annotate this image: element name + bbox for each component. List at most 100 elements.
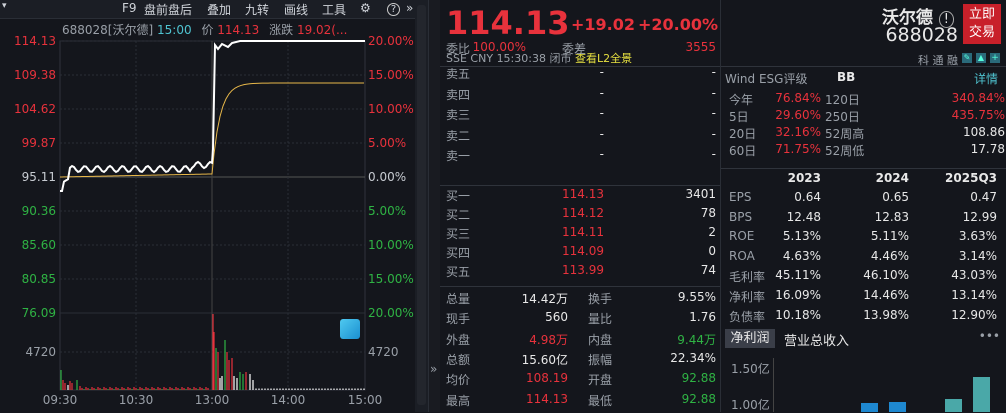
ratio-value: 100.00% — [472, 40, 526, 54]
stat-row: 现手 560 量比 1.76 — [446, 310, 716, 327]
stock-info-panel: 沃尔德 ! 688028 科 通 融 ✎ ▲ + 立即交易 Wind ESG评级… — [720, 0, 1006, 412]
stat-row: 总额 15.60亿 振幅 22.34% — [446, 351, 716, 368]
stat-label: 最低 — [588, 393, 613, 408]
stat-row: 总量 14.42万 换手 9.55% — [446, 290, 716, 307]
price-change: +19.02 — [571, 15, 636, 34]
info-icon[interactable]: ! — [938, 11, 954, 28]
bid-row[interactable]: 买四 114.09 0 — [446, 244, 716, 261]
volume-tick: 4720 — [368, 345, 399, 359]
l2-link[interactable]: 查看L2全景 — [574, 52, 633, 65]
toolbar-premarket[interactable]: 盘前盘后 — [144, 3, 193, 17]
tab-revenue[interactable]: 营业总收入 — [784, 334, 850, 349]
stat-value: 560 — [545, 310, 568, 325]
chart-canvas[interactable]: 114.13 20.00% 109.38 15.00% 104.62 10.00% 99.8… — [0, 19, 415, 412]
ask-row[interactable]: 卖二 - - — [446, 127, 716, 144]
exchange: SSE — [446, 52, 467, 65]
bid-volume: 74 — [700, 263, 716, 277]
ask-price: - — [599, 106, 604, 120]
label: 买四 — [446, 246, 471, 260]
tab-net-profit[interactable]: 净利润 — [725, 329, 775, 348]
fin-row: ROE 5.13% 5.11% 3.63% — [729, 229, 1005, 246]
quote-panel: 114.13 +19.02 +20.00% SSE CNY 15:30:38 闭… — [440, 0, 720, 412]
metric-value: 5.13% — [782, 229, 821, 244]
period-label: 今年 — [729, 93, 754, 107]
average-price-line — [59, 82, 364, 178]
volume-tick: 4720 — [25, 345, 56, 359]
stat-label: 振幅 — [588, 352, 613, 367]
bid-row[interactable]: 买一 114.13 3401 — [446, 187, 716, 204]
pct-tick: 0.00% — [368, 170, 406, 184]
esg-detail-link[interactable]: 详情 — [973, 72, 998, 86]
stock-code: 688028 — [885, 24, 958, 46]
trade-now-button[interactable]: 立即交易 — [963, 4, 1001, 44]
label: 卖四 — [446, 87, 471, 102]
metric-value: 12.90% — [951, 307, 997, 322]
metric-value: 13.14% — [951, 288, 997, 302]
bid-row[interactable]: 买三 114.11 2 — [446, 225, 716, 242]
bell-icon[interactable]: ▲ — [976, 53, 986, 63]
metric-value: 5.11% — [870, 229, 909, 244]
metric-label: EPS — [729, 190, 752, 204]
pct-tick: 5.00% — [368, 204, 406, 218]
return-row: 5日 29.60% 250日 435.75% — [729, 108, 1005, 125]
label: 买五 — [446, 265, 471, 279]
stat-label: 量比 — [588, 312, 613, 327]
price-tick: 104.62 — [14, 102, 56, 116]
stat-label: 总额 — [446, 352, 471, 367]
floating-widget-icon[interactable] — [340, 319, 360, 339]
quote-meta: SSE CNY 15:30:38 闭市 查看L2全景 — [446, 50, 632, 66]
return-row: 今年 76.84% 120日 340.84% — [729, 91, 1005, 108]
stat-value: 108.19 — [526, 371, 568, 386]
stat-value: 92.88 — [681, 371, 716, 386]
question-icon[interactable]: ? — [387, 3, 400, 16]
stat-label: 最高 — [446, 393, 471, 408]
period-return: 71.75% — [775, 142, 821, 156]
bid-volume: 0 — [708, 244, 716, 258]
label: 买一 — [446, 189, 471, 203]
metric-value: 46.10% — [863, 268, 909, 283]
edit-icon[interactable]: ✎ — [962, 53, 972, 63]
ask-row[interactable]: 卖四 - - — [446, 86, 716, 103]
stat-value: 14.42万 — [521, 292, 568, 306]
y-tick: 1.00亿 — [731, 398, 770, 412]
mini-bar — [889, 402, 906, 412]
more-icon[interactable]: ••• — [978, 329, 1000, 343]
tag-connect: 通 — [932, 54, 944, 67]
esg-rating: BB — [837, 70, 856, 84]
metric-value: 4.46% — [870, 248, 909, 263]
metric-value: 10.18% — [775, 307, 821, 322]
time-tick: 13:00 — [195, 393, 230, 407]
chart-toolbar: ▾ F9 盘前盘后 叠加 九转 画线 工具 ⚙ ? » — [0, 0, 420, 19]
mini-bar — [945, 399, 962, 412]
bid-volume: 78 — [700, 206, 716, 220]
plus-icon[interactable]: + — [990, 53, 1000, 63]
metric-value: 3.63% — [958, 229, 997, 244]
ask-row[interactable]: 卖一 - - — [446, 147, 716, 164]
double-chevron-right-icon[interactable]: » — [430, 362, 438, 376]
intraday-chart[interactable]: 114.13 20.00% 109.38 15.00% 104.62 10.00% 99.8… — [0, 19, 415, 412]
menu-dropdown-icon[interactable]: ▾ — [2, 1, 7, 11]
toolbar-overlay[interactable]: 叠加 — [207, 3, 232, 17]
fin-row: 负债率 10.18% 13.98% 12.90% — [729, 308, 1005, 325]
change-label: 涨跌 — [269, 23, 294, 37]
toolbar-draw[interactable]: 画线 — [284, 3, 309, 17]
scrollbar-thumb[interactable] — [417, 5, 426, 405]
pct-tick: 20.00% — [368, 306, 414, 320]
stock-name: 沃尔德 ! — [882, 3, 954, 28]
toolbar-nine-turn[interactable]: 九转 — [245, 3, 270, 17]
panel-collapse-handle[interactable]: » — [428, 0, 440, 412]
stat-label: 开盘 — [588, 373, 613, 388]
toolbar-tools[interactable]: 工具 — [322, 3, 347, 17]
time-tick: 09:30 — [43, 393, 78, 407]
gear-icon[interactable]: ⚙ — [360, 1, 371, 15]
double-chevron-right-icon[interactable]: » — [406, 1, 414, 15]
bid-row[interactable]: 买五 113.99 74 — [446, 263, 716, 280]
fin-row: ROA 4.63% 4.46% 3.14% — [729, 249, 1005, 266]
bid-row[interactable]: 买二 114.12 78 — [446, 206, 716, 223]
fin-row: 净利率 16.09% 14.46% 13.14% — [729, 288, 1005, 305]
stat-value: 4.98万 — [529, 332, 568, 347]
period-return: 435.75% — [951, 108, 1005, 122]
toolbar-f9[interactable]: F9 — [122, 1, 137, 15]
ask-row[interactable]: 卖五 - - — [446, 65, 716, 82]
ask-row[interactable]: 卖三 - - — [446, 106, 716, 123]
